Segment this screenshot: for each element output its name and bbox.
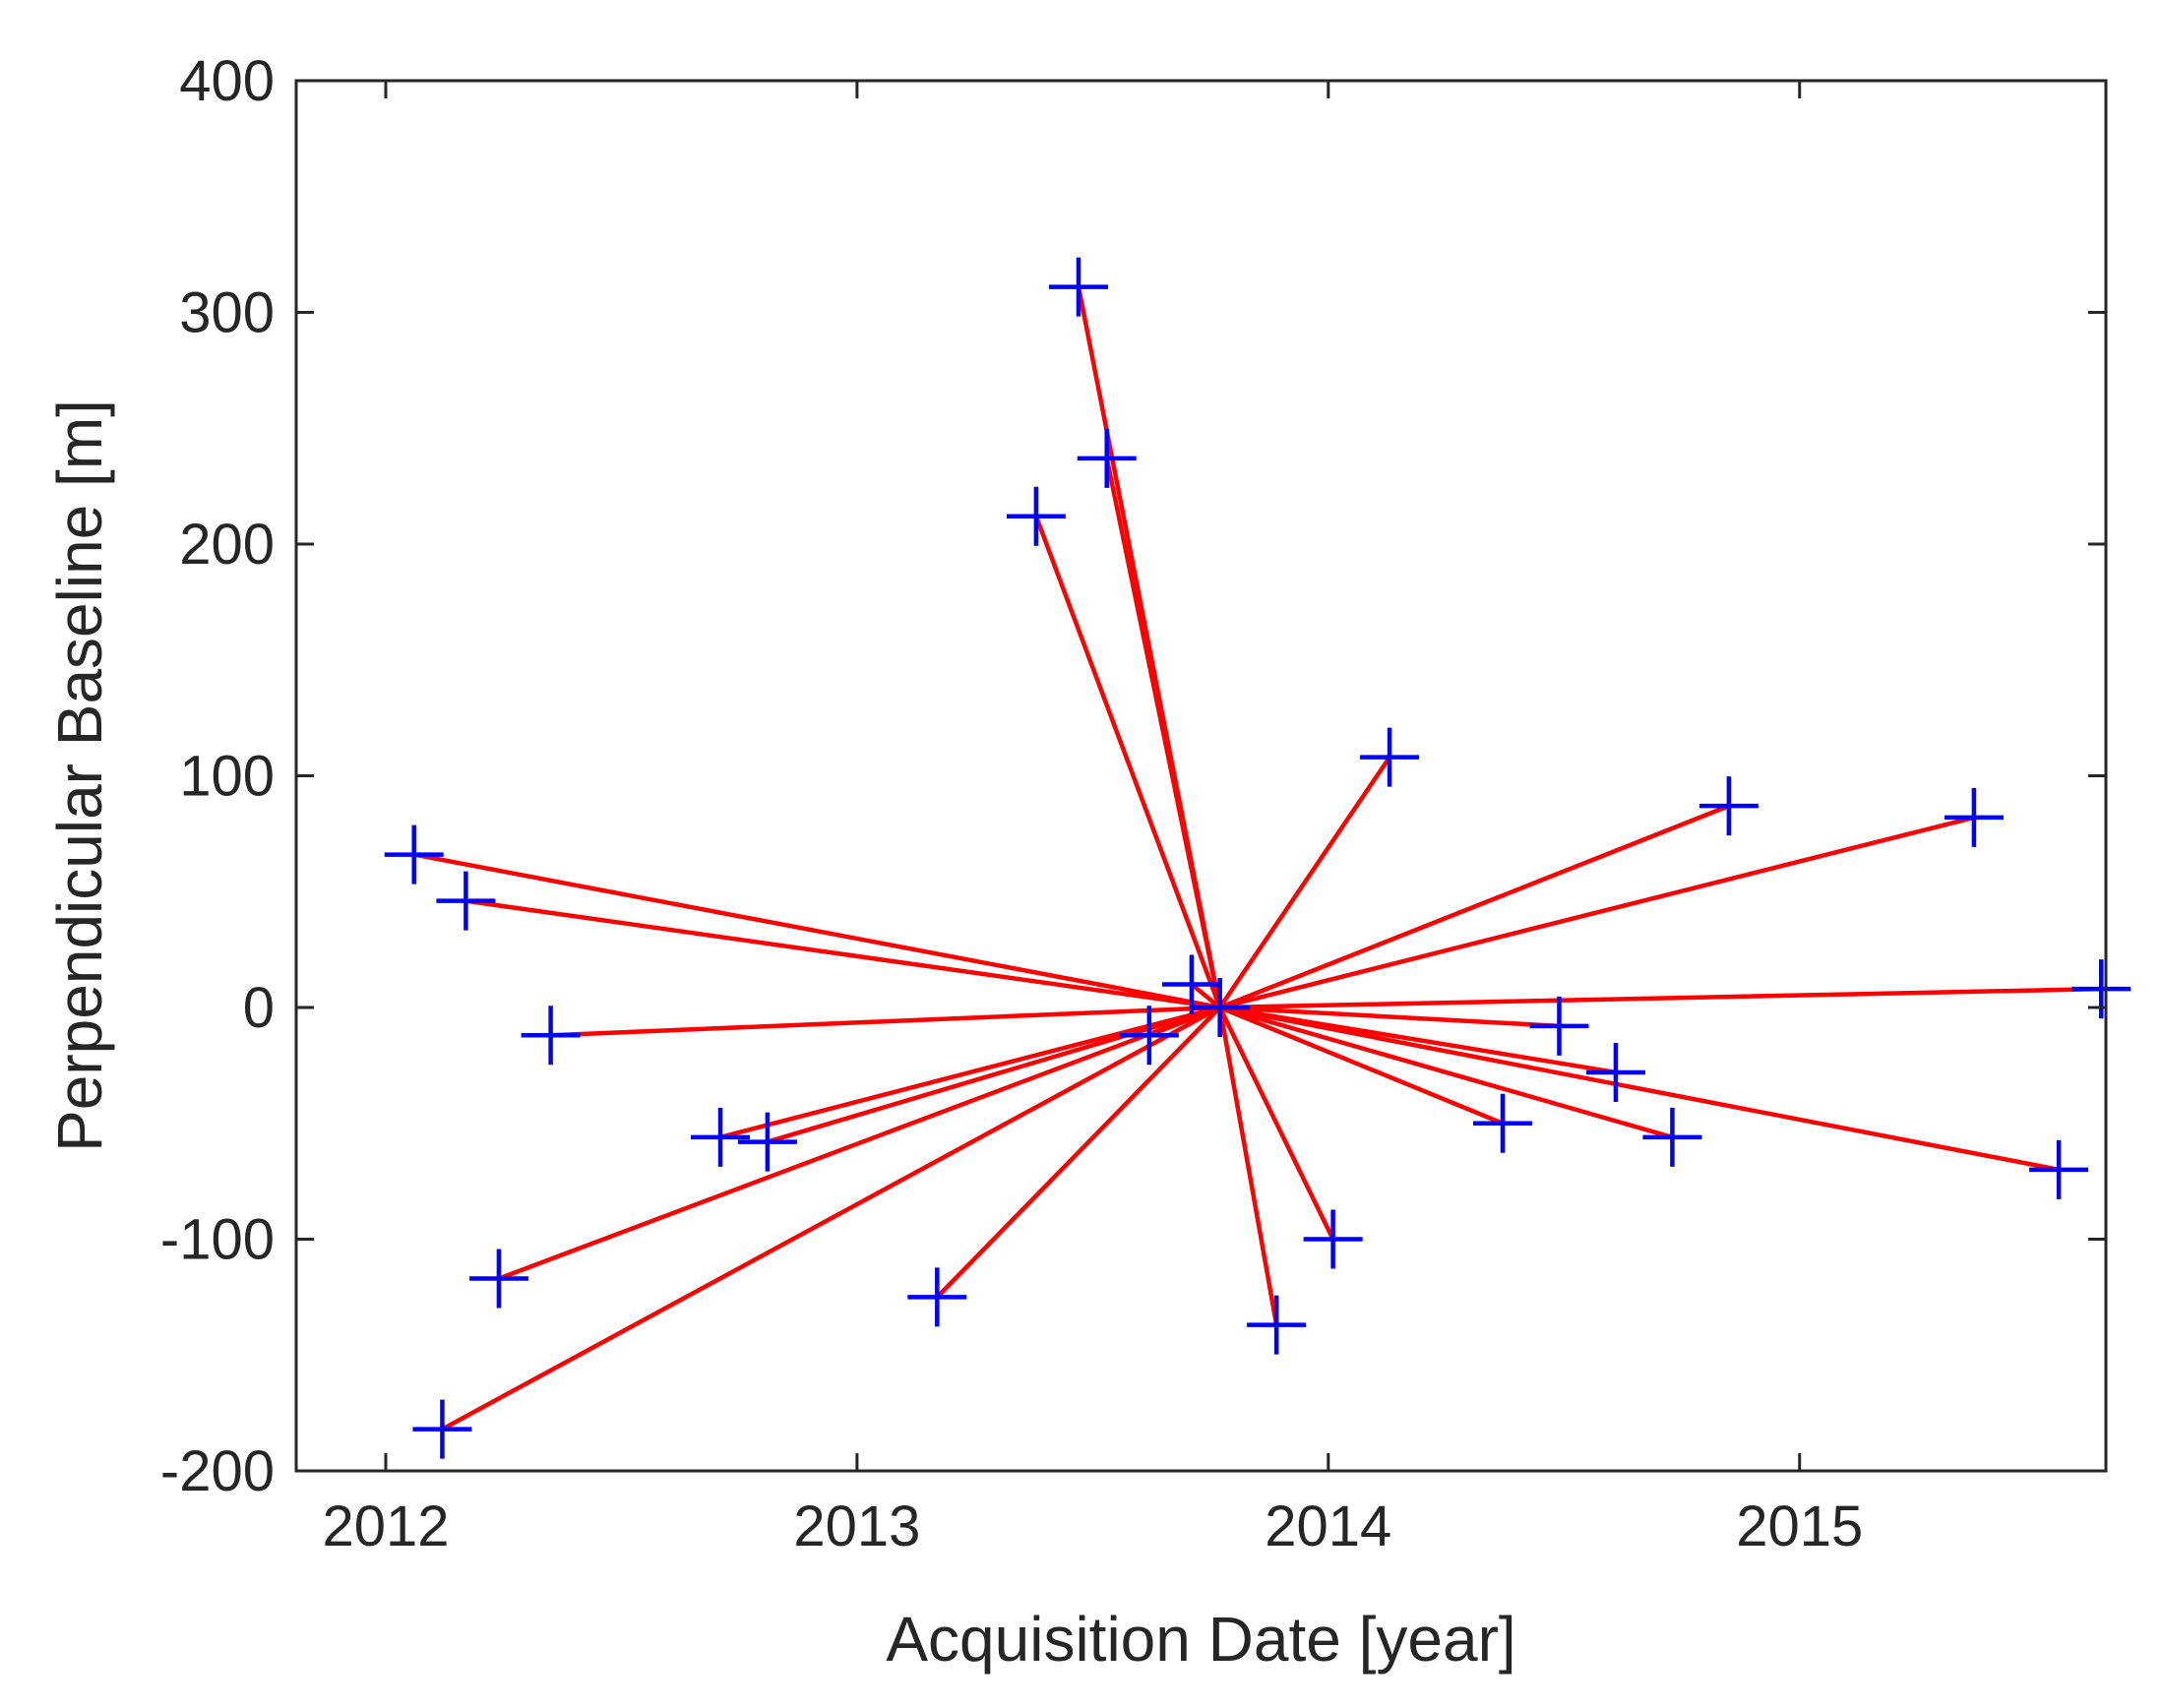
acquisition-marker bbox=[1048, 257, 1108, 317]
pair-line bbox=[548, 1005, 1222, 1038]
acquisition-marker bbox=[1161, 954, 1221, 1014]
x-tick-label: 2012 bbox=[322, 1494, 449, 1558]
pair-line bbox=[935, 1005, 1222, 1300]
acquisition-marker bbox=[737, 1112, 797, 1172]
pair-line bbox=[717, 1005, 1222, 1140]
y-axis-title: Perpendicular Baseline [m] bbox=[44, 399, 115, 1152]
pair-line bbox=[765, 1005, 1222, 1144]
acquisition-marker bbox=[907, 1267, 967, 1327]
pair-line bbox=[1033, 514, 1222, 1010]
pair-line bbox=[1217, 1005, 1279, 1327]
acquisition-marker bbox=[436, 871, 496, 931]
acquisition-marker bbox=[1077, 428, 1137, 488]
pair-line bbox=[1104, 456, 1222, 1010]
y-tick-label: 400 bbox=[179, 49, 275, 113]
plot-frame bbox=[294, 79, 2108, 1473]
acquisition-marker bbox=[468, 1249, 528, 1309]
x-axis: 2012 2013 2014 2015 bbox=[322, 81, 1863, 1558]
acquisition-marker bbox=[1006, 486, 1066, 546]
x-axis-title: Acquisition Date [year] bbox=[886, 1604, 1515, 1675]
acquisition-marker bbox=[1529, 996, 1589, 1056]
pair-line bbox=[411, 852, 1222, 1010]
y-tick-label: 0 bbox=[243, 976, 275, 1040]
acquisition-marker bbox=[1303, 1209, 1363, 1269]
pair-line bbox=[1217, 1005, 1335, 1242]
acquisition-marker bbox=[1360, 727, 1420, 787]
pair-line bbox=[1217, 803, 1732, 1010]
pair-line bbox=[1217, 1005, 1675, 1140]
x-tick-label: 2015 bbox=[1736, 1494, 1863, 1558]
pair-line bbox=[440, 1005, 1222, 1432]
acquisition-marker bbox=[2071, 959, 2131, 1019]
y-axis: -200 -100 0 100 200 300 400 bbox=[160, 49, 2106, 1503]
pair-line bbox=[496, 1005, 1222, 1281]
pair-line bbox=[1217, 815, 1977, 1010]
acquisition-marker bbox=[384, 824, 444, 884]
acquisition-marker bbox=[1190, 978, 1250, 1037]
pair-line bbox=[1217, 1005, 1506, 1126]
pair-line bbox=[1189, 982, 1222, 1010]
acquisition-marker bbox=[1642, 1107, 1702, 1167]
pair-line bbox=[463, 898, 1222, 1010]
y-tick-label: 200 bbox=[179, 513, 275, 577]
acquisition-marker bbox=[412, 1399, 472, 1459]
pair-line bbox=[1217, 1005, 1562, 1029]
x-tick-label: 2013 bbox=[793, 1494, 920, 1558]
y-tick-label: -100 bbox=[160, 1208, 275, 1272]
axes-layer bbox=[294, 79, 2108, 1473]
acquisition-marker bbox=[2029, 1139, 2089, 1199]
pair-line bbox=[1217, 755, 1392, 1010]
y-tick-label: 300 bbox=[179, 281, 275, 345]
y-tick-label: 100 bbox=[179, 745, 275, 809]
acquisition-marker bbox=[1473, 1093, 1532, 1153]
acquisition-marker bbox=[1247, 1295, 1307, 1355]
acquisition-marker bbox=[1699, 776, 1759, 836]
pair-line bbox=[1217, 1005, 2062, 1173]
pair-line bbox=[1217, 986, 2104, 1010]
acquisition-marker bbox=[691, 1107, 751, 1167]
x-tick-label: 2014 bbox=[1265, 1494, 1391, 1558]
y-tick-label: -200 bbox=[160, 1439, 275, 1503]
acquisition-marker bbox=[1944, 787, 2004, 847]
pair-line bbox=[1146, 1005, 1222, 1038]
acquisition-marker bbox=[521, 1006, 581, 1066]
pair-lines-layer bbox=[411, 284, 2104, 1432]
acquisition-marker bbox=[1585, 1042, 1645, 1102]
markers-layer bbox=[384, 257, 2131, 1459]
acquisition-marker bbox=[1119, 1006, 1179, 1066]
